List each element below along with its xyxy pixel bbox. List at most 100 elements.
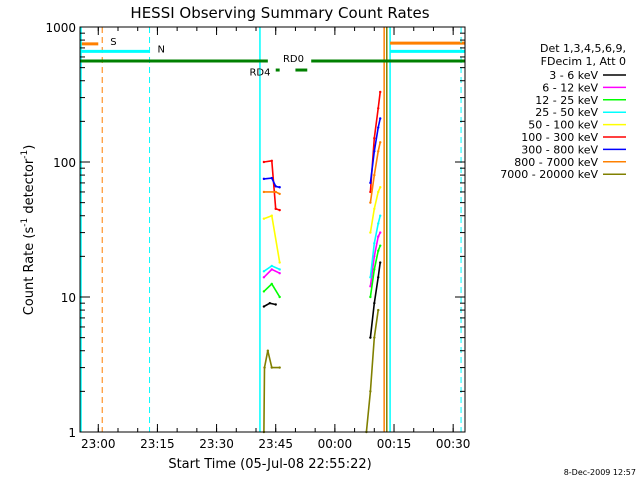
series-point-5-0-1 [270, 159, 273, 163]
x-tick-label-0: 23:00 [81, 437, 116, 451]
series-point-6-1-0 [369, 181, 372, 185]
series-point-2-0-0 [262, 290, 266, 293]
series-point-2-0-2 [278, 295, 281, 299]
series-point-3-0-0 [262, 270, 266, 273]
series-point-4-0-0 [262, 217, 266, 220]
legend-header-line-2: FDecim 1, Att 0 [541, 55, 626, 68]
series-line-8-1 [365, 309, 379, 433]
series-point-2-1-3 [379, 244, 382, 247]
series-line-3-1 [369, 215, 381, 278]
series-line-2-1 [369, 245, 381, 298]
series-point-0-0-2 [274, 303, 277, 306]
flag-label-N: N [158, 44, 165, 55]
series-line-8-0 [263, 350, 280, 433]
series-point-6-1-2 [377, 126, 380, 129]
legend-entry-5: 100 - 300 keV [521, 131, 598, 144]
green-bar-label-RD0: RD0 [283, 54, 304, 65]
series-point-2-1-2 [377, 249, 380, 252]
series-point-3-0-2 [278, 268, 281, 271]
series-point-3-1-0 [369, 276, 372, 279]
series-point-0-0-1 [268, 301, 272, 305]
series-point-6-0-3 [278, 186, 281, 189]
legend-header-line-1: Det 1,3,4,5,6,9, [540, 42, 626, 55]
series-point-0-1-1 [373, 301, 376, 305]
series-point-0-1-3 [379, 261, 382, 264]
series-line-6-0 [263, 177, 280, 189]
legend-entry-4: 50 - 100 keV [528, 119, 598, 132]
series-line-1-1 [369, 232, 381, 287]
chart-legend: Det 1,3,4,5,6,9, FDecim 1, Att 0 3 - 6 k… [500, 42, 626, 181]
series-point-2-1-1 [373, 268, 376, 271]
series-line-0-1 [369, 262, 381, 338]
series-point-3-1-1 [373, 242, 376, 245]
series-point-3-1-3 [379, 214, 382, 217]
legend-entry-6: 300 - 800 keV [521, 143, 598, 156]
x-axis-label: Start Time (05-Jul-08 22:55:22) [168, 457, 371, 472]
series-point-4-1-3 [379, 186, 382, 189]
legend-entry-3: 25 - 50 keV [535, 106, 598, 119]
series-point-0-0-0 [262, 305, 266, 308]
y-tick-label-2: 100 [53, 156, 76, 170]
series-point-4-1-1 [373, 207, 376, 211]
series-point-6-0-0 [262, 177, 266, 181]
flag-layer: S N RD0 RD4 [80, 27, 465, 432]
green-bar-label-RD4: RD4 [249, 67, 270, 78]
legend-entry-1: 6 - 12 keV [542, 81, 598, 94]
series-point-7-1-3 [379, 141, 382, 144]
y-axis-ticks: 1 10 100 1000 [45, 21, 465, 440]
series-line-2-0 [263, 282, 281, 298]
series-point-6-1-3 [379, 117, 382, 120]
series-point-7-0-2 [278, 192, 281, 196]
y-tick-label-3: 1000 [45, 21, 76, 35]
series-point-5-1-2 [377, 107, 380, 110]
series-point-7-1-1 [373, 173, 376, 177]
series-point-3-0-1 [270, 264, 273, 268]
legend-entry-2: 12 - 25 keV [535, 94, 598, 107]
series-point-4-0-2 [278, 261, 281, 264]
y-tick-label-0: 1 [68, 426, 76, 440]
legend-entry-7: 800 - 7000 keV [514, 156, 598, 169]
series-point-1-1-2 [377, 235, 380, 238]
series-line-4-1 [369, 186, 381, 233]
x-tick-label-1: 23:15 [140, 437, 175, 451]
series-point-8-1-1 [369, 390, 372, 393]
footer-timestamp: 8-Dec-2009 12:57 [564, 468, 636, 477]
series-point-5-1-1 [373, 137, 376, 140]
series-point-5-0-0 [262, 160, 266, 164]
series-point-2-1-0 [369, 295, 372, 299]
series-line-7-0 [263, 191, 281, 195]
series-point-1-1-1 [373, 255, 376, 258]
x-tick-label-4: 00:00 [318, 437, 353, 451]
series-point-8-1-3 [377, 308, 380, 312]
series-line-5-0 [263, 159, 280, 211]
legend-entry-8: 7000 - 20000 keV [500, 168, 598, 181]
series-line-6-1 [369, 118, 381, 183]
series-point-6-1-1 [373, 150, 376, 153]
x-tick-label-6: 00:30 [436, 437, 471, 451]
series-point-1-0-0 [262, 276, 266, 279]
series-point-7-1-2 [377, 150, 380, 153]
series-line-7-1 [369, 142, 381, 203]
series-point-1-0-2 [278, 272, 281, 275]
x-tick-label-3: 23:45 [258, 437, 293, 451]
series-point-8-1-2 [373, 336, 376, 339]
series-point-8-0-2 [266, 349, 270, 352]
series-point-1-1-3 [379, 231, 382, 234]
series-point-0-1-2 [377, 276, 380, 279]
y-axis-label: Count Rate (s-1 detector-1) [20, 145, 37, 316]
chart-title: HESSI Observing Summary Count Rates [130, 4, 429, 22]
y-tick-label-1: 10 [61, 291, 76, 305]
x-tick-label-2: 23:30 [199, 437, 234, 451]
series-point-5-1-0 [369, 190, 372, 194]
x-tick-label-5: 00:15 [377, 437, 412, 451]
series-point-5-0-3 [278, 208, 281, 212]
plot-frame [79, 26, 466, 433]
series-point-7-0-1 [274, 190, 277, 194]
series-point-4-0-1 [270, 214, 273, 217]
series-point-0-1-0 [369, 336, 372, 339]
legend-entry-0: 3 - 6 keV [549, 69, 598, 82]
flag-label-S: S [110, 37, 116, 48]
series-point-5-1-3 [379, 90, 382, 94]
series-point-8-0-3 [270, 366, 273, 369]
